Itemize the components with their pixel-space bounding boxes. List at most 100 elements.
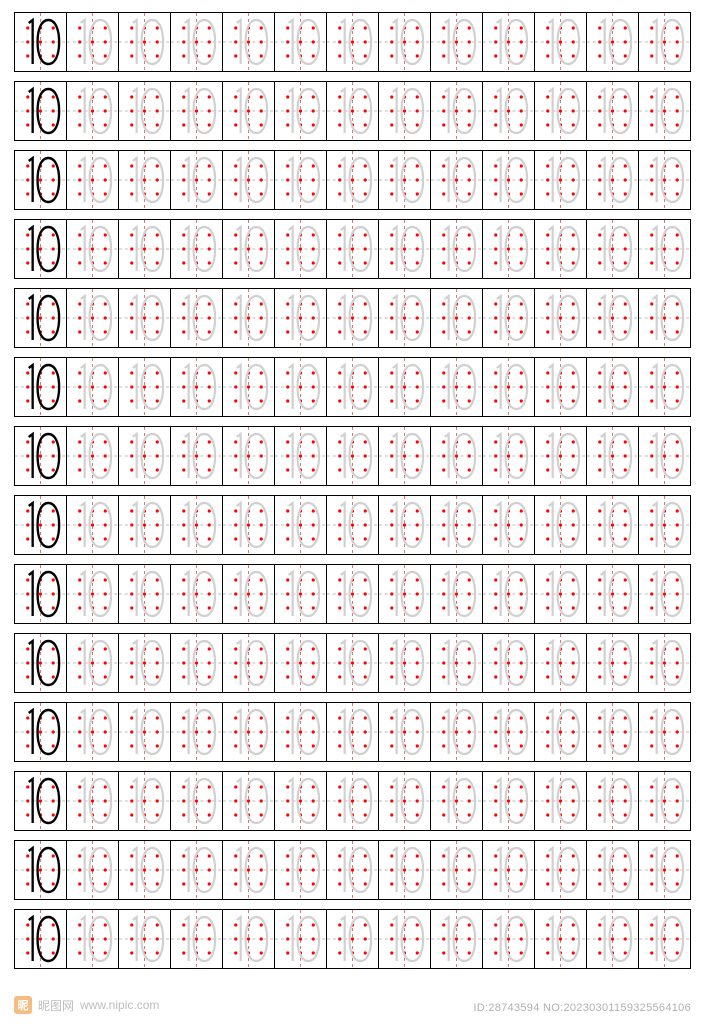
tracing-cell <box>431 220 483 278</box>
tracing-cell <box>431 910 483 968</box>
tracing-cell <box>483 496 535 554</box>
tracing-cell <box>431 427 483 485</box>
tracing-cell <box>483 565 535 623</box>
tracing-cell <box>223 358 275 416</box>
tracing-cell <box>171 427 223 485</box>
tracing-cell <box>587 634 639 692</box>
watermark-brand: 昵图网 <box>38 997 74 1014</box>
tracing-cell <box>327 496 379 554</box>
tracing-cell <box>275 151 327 209</box>
tracing-cell <box>275 289 327 347</box>
tracing-cell <box>587 496 639 554</box>
tracing-cell <box>275 358 327 416</box>
practice-row <box>14 702 691 762</box>
example-cell <box>15 220 67 278</box>
tracing-cell <box>431 82 483 140</box>
tracing-cell <box>431 841 483 899</box>
tracing-cell <box>119 151 171 209</box>
watermark-url: www.nipic.com <box>80 998 159 1012</box>
tracing-cell <box>327 358 379 416</box>
tracing-cell <box>67 703 119 761</box>
tracing-cell <box>535 703 587 761</box>
tracing-cell <box>587 289 639 347</box>
tracing-cell <box>535 634 587 692</box>
tracing-cell <box>379 289 431 347</box>
tracing-cell <box>535 289 587 347</box>
watermark: 昵 昵图网 www.nipic.com <box>14 996 159 1014</box>
tracing-cell <box>223 13 275 71</box>
tracing-cell <box>379 772 431 830</box>
tracing-cell <box>119 427 171 485</box>
example-cell <box>15 13 67 71</box>
tracing-cell <box>535 565 587 623</box>
example-cell <box>15 358 67 416</box>
practice-row <box>14 12 691 72</box>
tracing-cell <box>171 13 223 71</box>
tracing-cell <box>379 634 431 692</box>
example-cell <box>15 703 67 761</box>
tracing-cell <box>119 634 171 692</box>
tracing-cell <box>171 82 223 140</box>
tracing-cell <box>587 841 639 899</box>
tracing-cell <box>67 427 119 485</box>
tracing-cell <box>171 634 223 692</box>
practice-row <box>14 633 691 693</box>
tracing-cell <box>587 13 639 71</box>
tracing-cell <box>223 703 275 761</box>
tracing-cell <box>67 496 119 554</box>
practice-row <box>14 840 691 900</box>
tracing-cell <box>327 220 379 278</box>
tracing-cell <box>483 82 535 140</box>
tracing-cell <box>639 634 690 692</box>
practice-row <box>14 771 691 831</box>
tracing-cell <box>327 703 379 761</box>
tracing-cell <box>327 910 379 968</box>
tracing-cell <box>483 13 535 71</box>
tracing-cell <box>67 772 119 830</box>
tracing-cell <box>587 910 639 968</box>
tracing-cell <box>119 496 171 554</box>
tracing-cell <box>639 427 690 485</box>
tracing-cell <box>483 634 535 692</box>
tracing-cell <box>171 565 223 623</box>
tracing-cell <box>327 289 379 347</box>
tracing-cell <box>535 841 587 899</box>
tracing-cell <box>67 13 119 71</box>
tracing-cell <box>67 565 119 623</box>
tracing-cell <box>275 13 327 71</box>
tracing-cell <box>275 841 327 899</box>
tracing-cell <box>275 910 327 968</box>
tracing-cell <box>327 427 379 485</box>
tracing-cell <box>119 358 171 416</box>
tracing-cell <box>67 289 119 347</box>
example-cell <box>15 634 67 692</box>
tracing-cell <box>327 772 379 830</box>
tracing-cell <box>379 220 431 278</box>
tracing-cell <box>483 910 535 968</box>
tracing-cell <box>223 427 275 485</box>
tracing-cell <box>67 634 119 692</box>
tracing-cell <box>379 910 431 968</box>
tracing-cell <box>431 289 483 347</box>
tracing-cell <box>223 910 275 968</box>
tracing-cell <box>171 910 223 968</box>
tracing-cell <box>639 841 690 899</box>
tracing-cell <box>639 910 690 968</box>
practice-row <box>14 81 691 141</box>
tracing-cell <box>67 220 119 278</box>
practice-row <box>14 357 691 417</box>
example-cell <box>15 841 67 899</box>
tracing-cell <box>171 151 223 209</box>
tracing-cell <box>639 358 690 416</box>
tracing-cell <box>327 634 379 692</box>
tracing-cell <box>171 841 223 899</box>
tracing-cell <box>483 772 535 830</box>
tracing-cell <box>639 289 690 347</box>
tracing-cell <box>587 703 639 761</box>
tracing-cell <box>483 841 535 899</box>
tracing-cell <box>587 151 639 209</box>
practice-row <box>14 288 691 348</box>
tracing-cell <box>483 703 535 761</box>
tracing-worksheet <box>0 0 705 1024</box>
tracing-cell <box>535 427 587 485</box>
